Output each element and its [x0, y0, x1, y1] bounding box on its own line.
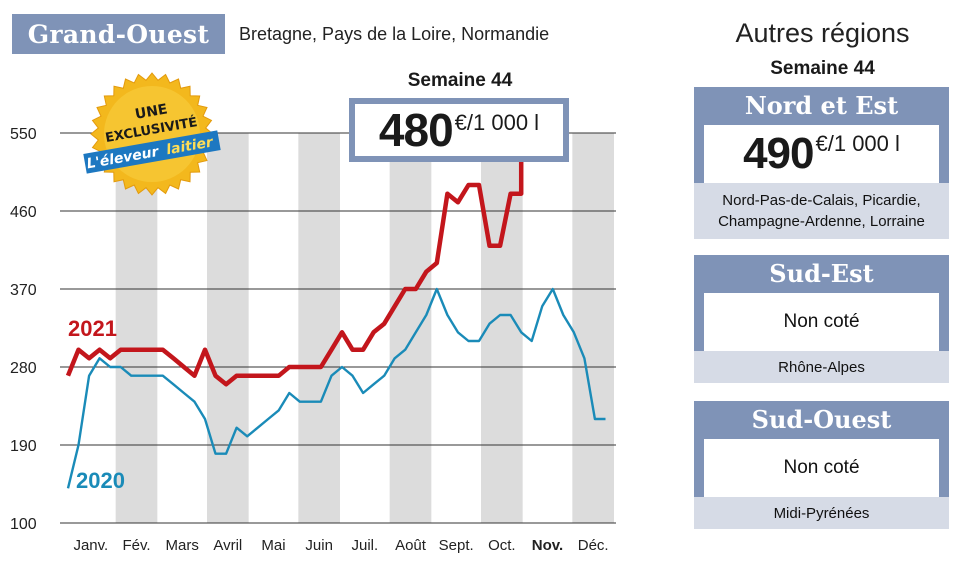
- panel-price-box: 490 €/1 000 l: [704, 125, 939, 183]
- x-tick-label: Mai: [261, 537, 285, 554]
- series-line-2020: [66, 287, 606, 489]
- x-tick-label: Mars: [165, 537, 198, 554]
- badge-line1: UNE: [134, 101, 169, 122]
- panel-title: Sud-Est: [769, 259, 874, 288]
- month-band: [298, 133, 340, 523]
- month-band: [572, 133, 614, 523]
- x-tick-label: Déc.: [578, 537, 609, 554]
- y-tick-label: 550: [10, 126, 37, 143]
- panel-subregion-line: Rhône-Alpes: [778, 358, 865, 376]
- month-band: [389, 133, 432, 523]
- panel-subregion-line: Champagne-Ardenne, Lorraine: [718, 213, 925, 230]
- panel-sud-est: Sud-Est Non coté Rhône-Alpes: [694, 255, 949, 383]
- price-callout: 480 €/1 000 l: [349, 98, 569, 162]
- panel-price-box: Non coté: [704, 439, 939, 497]
- month-band: [207, 133, 249, 523]
- panel-title: Nord et Est: [744, 91, 899, 120]
- price-chart: 100 190 280 370 460 550 Janv. Fév. Mars Avril Mai J…: [10, 126, 616, 554]
- y-tick-label: 460: [10, 204, 37, 221]
- exclusive-badge: UNE EXCLUSIVITÉ L'éleveur laitier: [83, 72, 221, 196]
- panel-subregions: Rhône-Alpes: [694, 351, 949, 383]
- side-title: Autres régions: [735, 18, 910, 48]
- panel-nord-est: Nord et Est 490 €/1 000 l Nord-Pas-de-Ca…: [694, 87, 949, 239]
- callout-week: Semaine 44: [407, 70, 513, 91]
- panel-price-value: Non coté: [783, 457, 860, 478]
- axis-labels: 100 190 280 370 460 550 Janv. Fév. Mars Avril Mai J…: [10, 126, 609, 554]
- panel-subregions: Midi-Pyrénées: [694, 497, 949, 529]
- panel-subregion-line: Midi-Pyrénées: [773, 504, 870, 522]
- x-tick-label: Avril: [213, 537, 242, 554]
- month-bands: [115, 133, 614, 523]
- y-tick-label: 370: [10, 282, 37, 299]
- badge-brand-band: [83, 130, 221, 174]
- y-tick-label: 100: [10, 516, 37, 533]
- x-tick-label: Oct.: [488, 537, 516, 554]
- region-subtitle: Bretagne, Pays de la Loire, Normandie: [239, 24, 550, 44]
- y-tick-label: 280: [10, 360, 37, 377]
- month-band: [115, 133, 158, 523]
- price-unit: €/1 000 l: [454, 110, 540, 135]
- x-tick-label: Août: [395, 537, 427, 554]
- price-value: 480: [378, 104, 454, 156]
- panel-price-unit: €/1 000 l: [815, 131, 900, 156]
- panel-subregion-line: Nord-Pas-de-Calais, Picardie,: [722, 192, 921, 209]
- x-tick-label: Fév.: [122, 537, 150, 554]
- region-title: Grand-Ouest: [12, 14, 225, 54]
- panel-subregions: Nord-Pas-de-Calais, Picardie, Champagne-…: [694, 183, 949, 239]
- x-tick-label: Janv.: [73, 537, 108, 554]
- x-tick-label: Nov.: [532, 537, 563, 554]
- legend-2021: 2021: [68, 316, 117, 341]
- x-tick-label: Juin: [305, 537, 333, 554]
- legend-2020: 2020: [76, 468, 125, 493]
- grid-lines: [60, 132, 616, 524]
- y-tick-label: 190: [10, 438, 37, 455]
- series-lines: [65, 158, 606, 489]
- panel-title: Sud-Ouest: [751, 405, 892, 434]
- panel-price-value: 490: [743, 129, 814, 178]
- panel-price-value: Non coté: [783, 311, 860, 332]
- side-week: Semaine 44: [770, 58, 875, 79]
- panel-sud-ouest: Sud-Ouest Non coté Midi-Pyrénées: [694, 401, 949, 529]
- panel-price-box: Non coté: [704, 293, 939, 351]
- x-tick-label: Juil.: [351, 537, 378, 554]
- x-tick-label: Sept.: [439, 537, 474, 554]
